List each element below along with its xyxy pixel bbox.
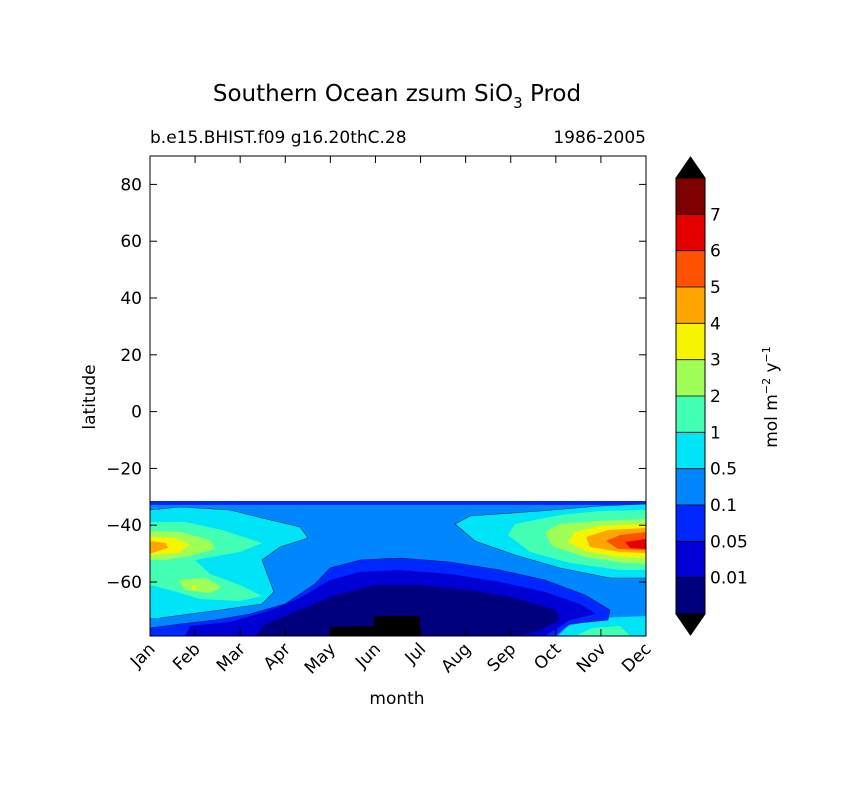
x-tick-label: Mar bbox=[213, 639, 250, 676]
y-tick-label: 80 bbox=[120, 175, 142, 195]
contour-band-2-left-lower bbox=[178, 578, 222, 593]
title-subscript: 3 bbox=[513, 94, 523, 112]
x-tick-label: Oct bbox=[530, 639, 565, 674]
colorbar-frame bbox=[675, 177, 706, 615]
colorbar-label-sup2: −1 bbox=[760, 346, 773, 362]
contour-lines bbox=[150, 503, 646, 629]
contour-band-0 bbox=[255, 585, 560, 636]
x-tick-label: Jun bbox=[351, 639, 385, 673]
colorbar-swatch bbox=[676, 214, 705, 251]
colorbar-swatch bbox=[676, 468, 705, 505]
chart-title: Southern Ocean zsum SiO3 Prod bbox=[213, 81, 581, 112]
colorbar: 0.01 0.05 0.1 0.5 1 2 3 4 5 6 7 bbox=[675, 156, 748, 636]
colorbar-swatch bbox=[676, 432, 705, 469]
title-suffix: Prod bbox=[523, 81, 581, 107]
contour-band-6-right bbox=[625, 539, 646, 549]
contour-band-4-left bbox=[150, 541, 168, 553]
colorbar-tick-label: 6 bbox=[710, 242, 721, 262]
title-main: Southern Ocean zsum SiO bbox=[213, 81, 513, 107]
colorbar-tick-label: 5 bbox=[710, 278, 721, 298]
x-tick-label: Feb bbox=[169, 639, 204, 674]
contour-band-topstrip bbox=[150, 505, 250, 508]
y-tick-label: −20 bbox=[106, 459, 142, 479]
colorbar-label-prefix: mol m bbox=[762, 394, 782, 448]
colorbar-label-mid: y bbox=[762, 362, 782, 377]
colorbar-tick-label: 4 bbox=[710, 314, 721, 334]
colorbar-label: mol m−2 y−1 bbox=[760, 346, 782, 448]
x-axis-label: month bbox=[369, 689, 424, 709]
colorbar-tick-label: 0.5 bbox=[710, 460, 737, 480]
colorbar-tick-label: 0.01 bbox=[710, 569, 748, 589]
subtitle-right: 1986-2005 bbox=[553, 128, 646, 148]
colorbar-swatch bbox=[676, 287, 705, 324]
colorbar-swatch bbox=[676, 323, 705, 360]
colorbar-swatch bbox=[676, 178, 705, 215]
contour-spot bbox=[192, 586, 196, 590]
colorbar-swatch bbox=[676, 250, 705, 287]
x-tick-label: Jan bbox=[126, 639, 159, 672]
x-tick-label: May bbox=[301, 639, 340, 678]
colorbar-label-sup1: −2 bbox=[760, 378, 773, 394]
x-tick-label: Nov bbox=[573, 639, 611, 677]
y-tick-label: 0 bbox=[131, 403, 142, 423]
y-tick-label: −60 bbox=[106, 573, 142, 593]
y-tick-label: 20 bbox=[120, 346, 142, 366]
colorbar-tick-label: 7 bbox=[710, 205, 721, 225]
y-tick-label: −40 bbox=[106, 516, 142, 536]
x-tick-label: Dec bbox=[618, 639, 655, 676]
y-axis: 80 60 40 20 0 −20 −40 −60 bbox=[106, 175, 646, 593]
colorbar-tick-label: 3 bbox=[710, 351, 721, 371]
colorbar-tick-label: 1 bbox=[710, 423, 721, 443]
colorbar-swatch bbox=[676, 359, 705, 396]
y-axis-label: latitude bbox=[80, 364, 100, 429]
colorbar-extend-under bbox=[675, 613, 706, 636]
colorbar-tick-label: 2 bbox=[710, 387, 721, 407]
colorbar-swatch bbox=[676, 541, 705, 578]
contour-field bbox=[150, 501, 646, 636]
x-tick-label: Aug bbox=[438, 639, 476, 677]
colorbar-swatch bbox=[676, 577, 705, 614]
contour-band-edge bbox=[150, 501, 646, 505]
colorbar-swatch bbox=[676, 396, 705, 433]
x-tick-label: Apr bbox=[260, 639, 295, 674]
colorbar-swatch bbox=[676, 505, 705, 542]
plot-frame bbox=[149, 155, 647, 637]
x-tick-label: Jul bbox=[401, 639, 430, 668]
y-tick-label: 40 bbox=[120, 289, 142, 309]
y-tick-label: 60 bbox=[120, 232, 142, 252]
colorbar-extend-over bbox=[675, 156, 706, 179]
contour-band-under bbox=[330, 616, 420, 636]
contour-band-1-bottom-right bbox=[575, 626, 630, 636]
x-tick-label: Sep bbox=[483, 639, 520, 676]
colorbar-tick-label: 0.1 bbox=[710, 496, 737, 516]
colorbar-tick-label: 0.05 bbox=[710, 532, 748, 552]
subtitle-left: b.e15.BHIST.f09 g16.20thC.28 bbox=[150, 128, 407, 148]
